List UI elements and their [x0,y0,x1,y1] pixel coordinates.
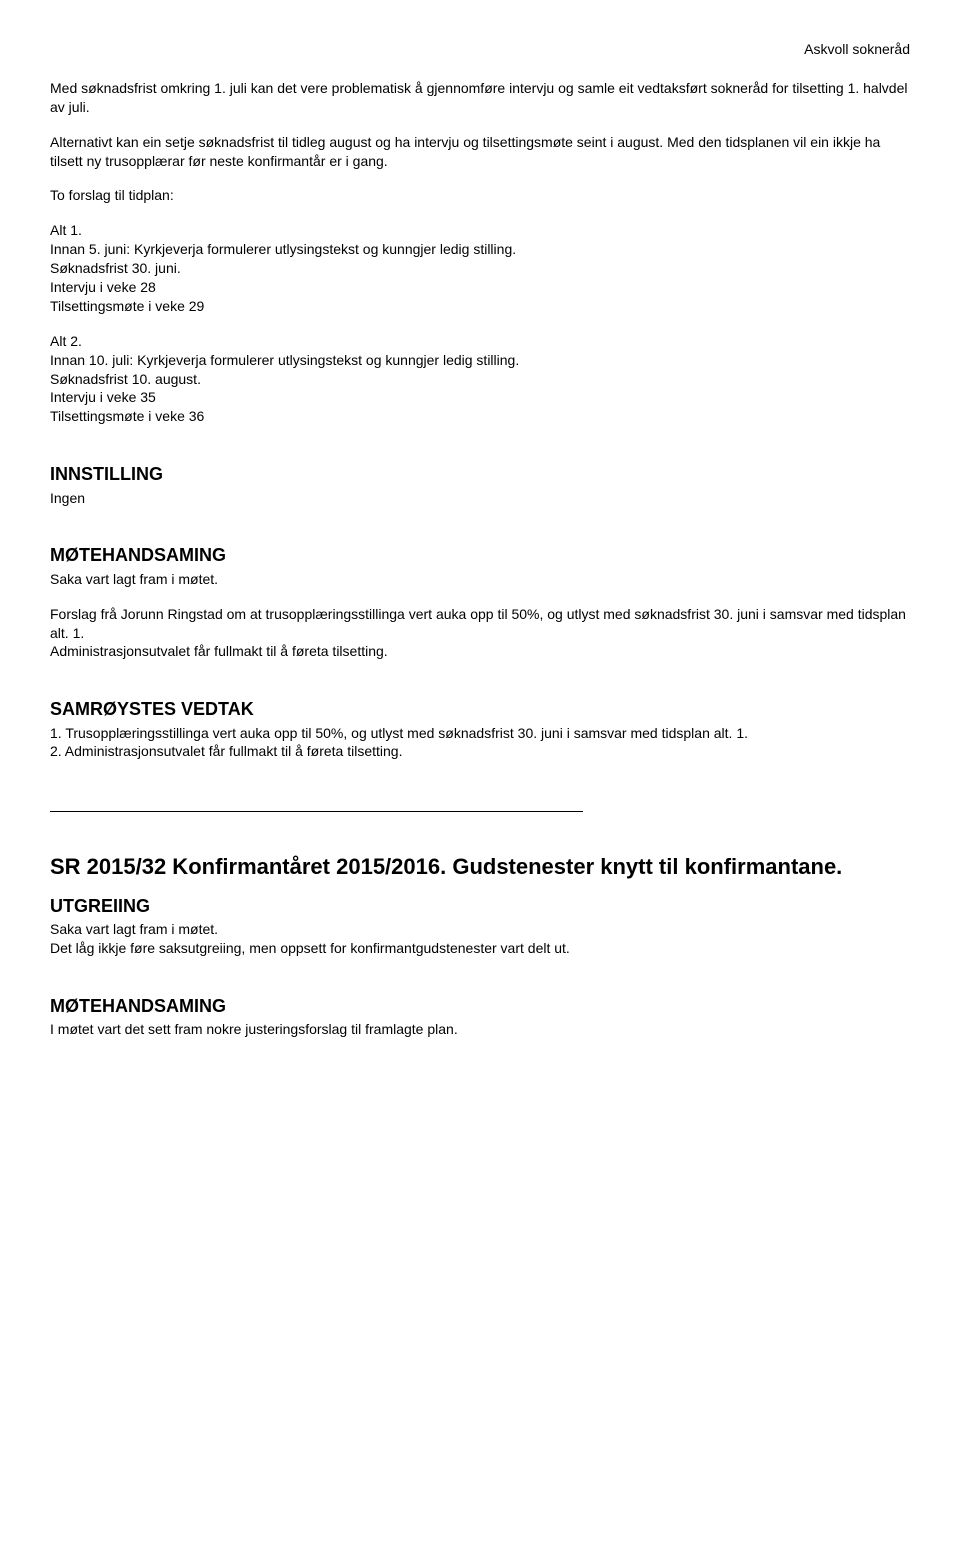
alt2-title: Alt 2. [50,332,910,351]
utgreiing-line-1: Saka vart lagt fram i møtet. [50,920,910,939]
vedtak-para-2: 2. Administrasjonsutvalet får fullmakt t… [50,742,910,761]
alt2-line-3: Intervju i veke 35 [50,388,910,407]
utgreiing-heading: UTGREIING [50,894,910,918]
intro-paragraph-2: Alternativt kan ein setje søknadsfrist t… [50,133,910,171]
alt2-line-4: Tilsettingsmøte i veke 36 [50,407,910,426]
alt1-line-2: Søknadsfrist 30. juni. [50,259,910,278]
alt1-block: Alt 1. Innan 5. juni: Kyrkjeverja formul… [50,221,910,315]
innstilling-body: Ingen [50,489,910,508]
vedtak-heading: SAMRØYSTES VEDTAK [50,697,910,721]
innstilling-heading: INNSTILLING [50,462,910,486]
motehandsaming-line-1: Saka vart lagt fram i møtet. [50,570,910,589]
section-divider [50,811,583,812]
motehandsaming-para-2: Forslag frå Jorunn Ringstad om at trusop… [50,605,910,643]
intro-paragraph-1: Med søknadsfrist omkring 1. juli kan det… [50,79,910,117]
utgreiing-line-2: Det låg ikkje føre saksutgreiing, men op… [50,939,910,958]
alt2-line-2: Søknadsfrist 10. august. [50,370,910,389]
alt1-line-3: Intervju i veke 28 [50,278,910,297]
header-org-name: Askvoll sokneråd [50,40,910,59]
alt1-title: Alt 1. [50,221,910,240]
vedtak-para-1: 1. Trusopplæringsstillinga vert auka opp… [50,724,910,743]
intro-paragraph-3: To forslag til tidplan: [50,186,910,205]
alt2-block: Alt 2. Innan 10. juli: Kyrkjeverja formu… [50,332,910,426]
motehandsaming-para-3: Administrasjonsutvalet får fullmakt til … [50,642,910,661]
alt1-line-4: Tilsettingsmøte i veke 29 [50,297,910,316]
motehandsaming-heading: MØTEHANDSAMING [50,543,910,567]
case2-mote-heading: MØTEHANDSAMING [50,994,910,1018]
case2-title: SR 2015/32 Konfirmantåret 2015/2016. Gud… [50,852,910,882]
case2-mote-line-1: I møtet vart det sett fram nokre justeri… [50,1020,910,1039]
alt1-line-1: Innan 5. juni: Kyrkjeverja formulerer ut… [50,240,910,259]
alt2-line-1: Innan 10. juli: Kyrkjeverja formulerer u… [50,351,910,370]
